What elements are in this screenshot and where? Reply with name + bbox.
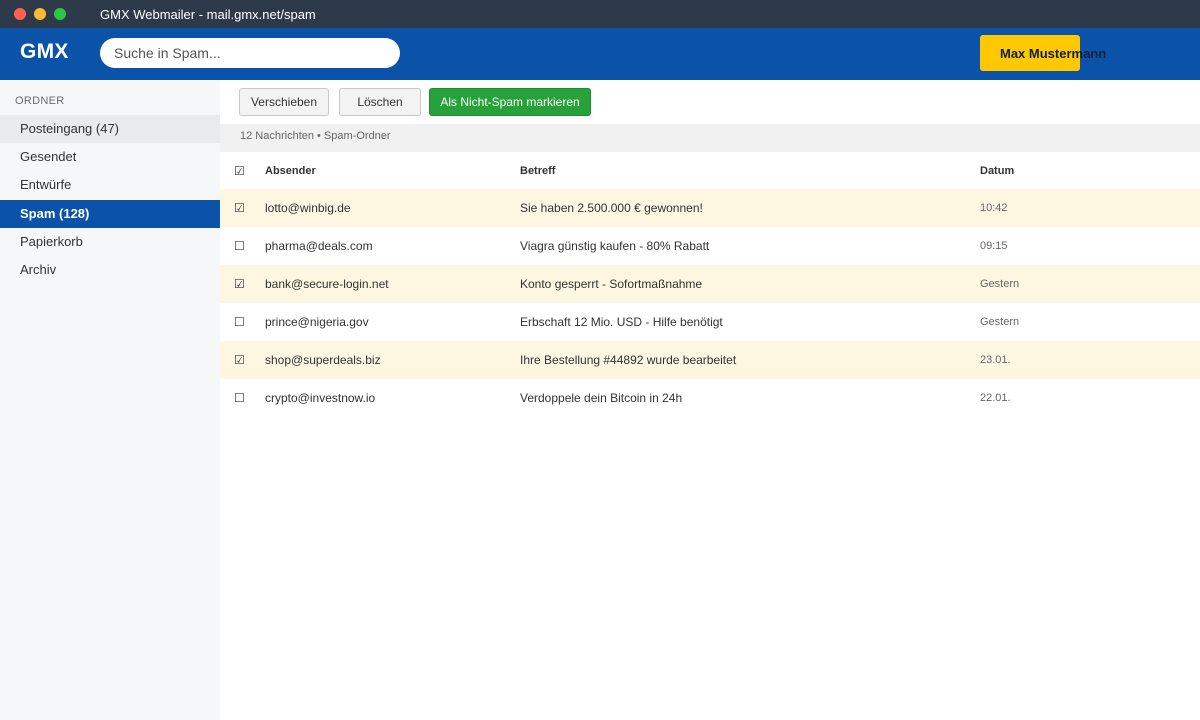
mail-sender: pharma@deals.com — [265, 239, 373, 253]
row-checkbox[interactable]: ☐ — [234, 239, 245, 253]
select-all-checkbox[interactable]: ☑ — [234, 164, 245, 178]
mail-date: 23.01. — [980, 354, 1011, 366]
mail-row[interactable]: ☑ bank@secure-login.net Konto gesperrt -… — [220, 265, 1200, 303]
folder-info-bar: 12 Nachrichten • Spam-Ordner — [220, 124, 1200, 152]
mail-row[interactable]: ☐ crypto@investnow.io Verdoppele dein Bi… — [220, 379, 1200, 417]
folder-heading: ORDNER — [15, 95, 65, 107]
mail-subject: Konto gesperrt - Sofortmaßnahme — [520, 277, 703, 291]
mail-sender: bank@secure-login.net — [265, 277, 389, 291]
move-button[interactable]: Verschieben — [239, 88, 329, 116]
maximize-window-button[interactable] — [54, 8, 66, 20]
mail-subject: Erbschaft 12 Mio. USD - Hilfe benötigt — [520, 315, 723, 329]
window-title: GMX Webmailer - mail.gmx.net/spam — [100, 7, 316, 22]
mail-date: Gestern — [980, 316, 1020, 328]
mail-date: Gestern — [980, 278, 1020, 290]
mail-subject: Ihre Bestellung #44892 wurde bearbeitet — [520, 353, 737, 367]
mail-row[interactable]: ☐ prince@nigeria.gov Erbschaft 12 Mio. U… — [220, 303, 1200, 341]
search-input[interactable] — [100, 38, 400, 68]
sidebar-item-inbox[interactable]: Posteingang (47) — [0, 115, 220, 143]
row-checkbox[interactable]: ☑ — [234, 353, 245, 367]
sidebar-item-spam[interactable]: Spam (128) — [0, 200, 220, 228]
user-menu-button[interactable]: Max Mustermann — [980, 35, 1106, 71]
app-header: GMX Max Mustermann — [0, 28, 1200, 80]
mail-row[interactable]: ☑ shop@superdeals.biz Ihre Bestellung #4… — [220, 341, 1200, 379]
mail-sender: crypto@investnow.io — [265, 391, 376, 405]
delete-button[interactable]: Löschen — [339, 88, 421, 116]
mail-toolbar: Verschieben Löschen Als Nicht-Spam marki… — [220, 80, 1200, 124]
folder-sidebar: ORDNER Posteingang (47) Gesendet Entwürf… — [0, 80, 220, 720]
sidebar-item-sent[interactable]: Gesendet — [20, 149, 77, 164]
mail-row[interactable]: ☐ pharma@deals.com Viagra günstig kaufen… — [220, 227, 1200, 265]
mark-not-spam-button[interactable]: Als Nicht-Spam markieren — [429, 88, 591, 116]
mail-sender: shop@superdeals.biz — [265, 353, 381, 367]
column-header-subject[interactable]: Betreff — [520, 165, 556, 177]
mail-row[interactable]: ☑ lotto@winbig.de Sie haben 2.500.000 € … — [220, 189, 1200, 227]
mail-date: 09:15 — [980, 240, 1008, 252]
mail-date: 10:42 — [980, 202, 1008, 214]
row-checkbox[interactable]: ☐ — [234, 315, 245, 329]
message-count: 12 Nachrichten • Spam-Ordner — [240, 130, 391, 142]
mail-subject: Verdoppele dein Bitcoin in 24h — [520, 391, 683, 405]
window-titlebar: GMX Webmailer - mail.gmx.net/spam — [0, 0, 1200, 28]
row-checkbox[interactable]: ☐ — [234, 391, 245, 405]
close-window-button[interactable] — [14, 8, 26, 20]
mail-sender: prince@nigeria.gov — [265, 315, 369, 329]
column-header-sender[interactable]: Absender — [265, 165, 316, 177]
mail-table-header: ☑ Absender Betreff Datum — [220, 156, 1200, 186]
mail-subject: Sie haben 2.500.000 € gewonnen! — [520, 201, 703, 215]
mail-subject: Viagra günstig kaufen - 80% Rabatt — [520, 239, 710, 253]
column-header-date[interactable]: Datum — [980, 165, 1015, 177]
row-checkbox[interactable]: ☑ — [234, 277, 245, 291]
sidebar-item-trash[interactable]: Papierkorb — [20, 234, 83, 249]
mail-date: 22.01. — [980, 392, 1011, 404]
sidebar-item-archive[interactable]: Archiv — [20, 262, 57, 277]
mail-sender: lotto@winbig.de — [265, 201, 351, 215]
minimize-window-button[interactable] — [34, 8, 46, 20]
user-name: Max Mustermann — [1000, 46, 1107, 61]
sidebar-item-drafts[interactable]: Entwürfe — [20, 177, 72, 192]
gmx-logo[interactable]: GMX — [20, 40, 69, 63]
row-checkbox[interactable]: ☑ — [234, 201, 245, 215]
